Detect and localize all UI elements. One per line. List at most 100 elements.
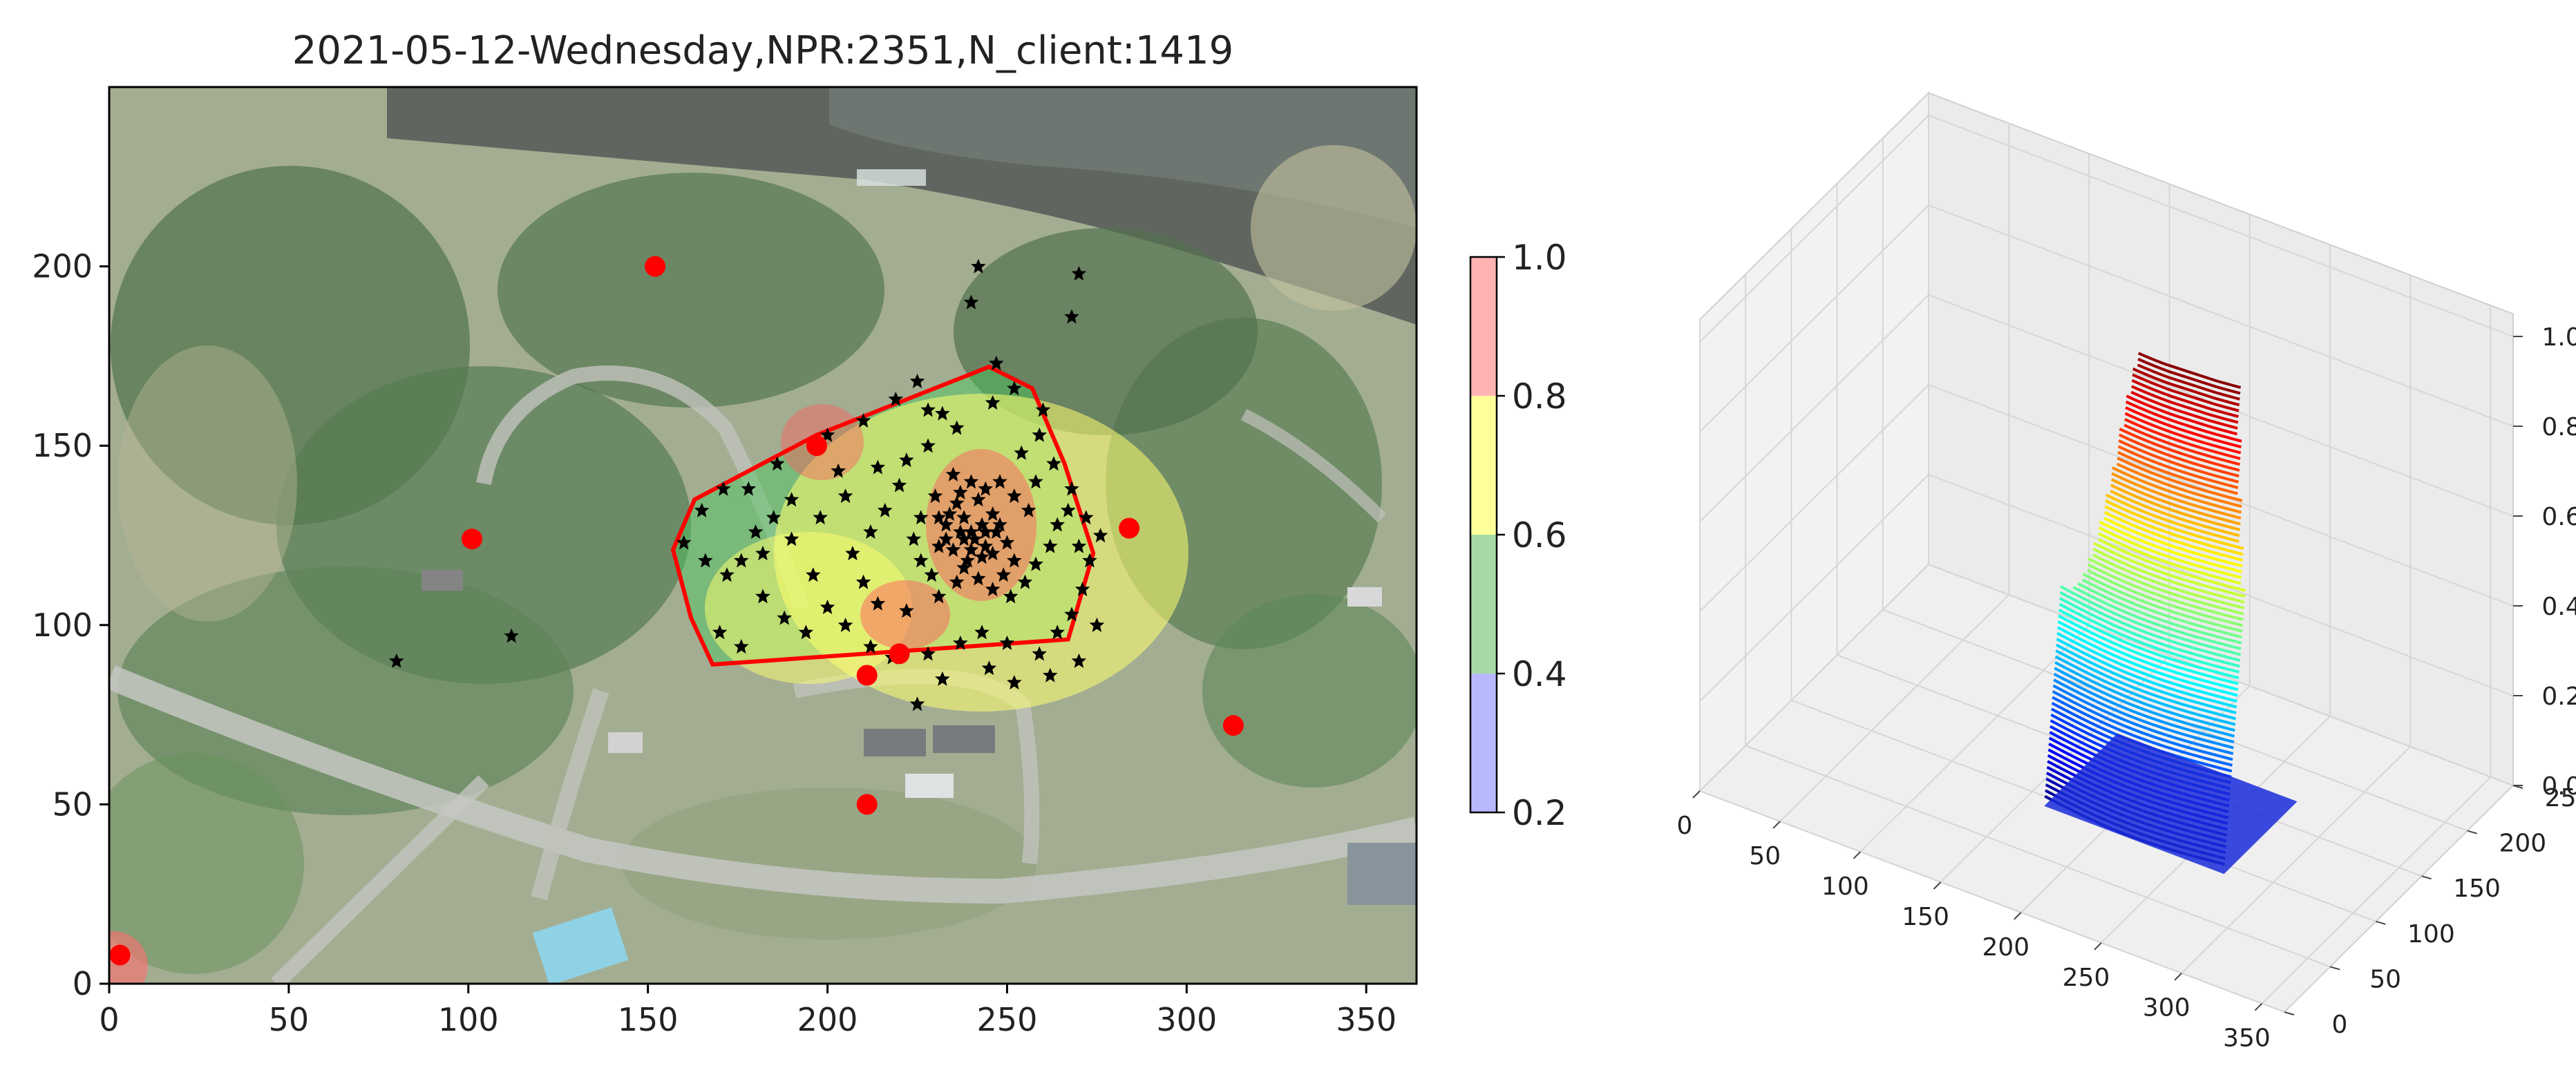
surface-contour [2053,678,2234,750]
surface-contour [2087,563,2244,622]
y-tick-label: 100 [32,607,93,644]
surface-contour [2118,439,2239,484]
x-tick-label: 350 [1336,1001,1396,1038]
surface-contour [2125,394,2238,436]
surface-contour [2057,620,2239,692]
convex-hull [670,364,1096,667]
colorbar-tick-label: 0.2 [1512,793,1567,833]
surface-contour [2054,655,2236,726]
surface-contour [2059,597,2240,668]
red-point [461,528,482,550]
surface-contour [2099,520,2242,573]
x-tick-3d [2094,942,2102,951]
surface-contour [2117,450,2238,495]
z-tick-label-3d: 0.6 [2541,503,2576,531]
red-point [856,794,878,815]
z-tick-label-3d: 1.0 [2541,323,2576,352]
y-tick-3d [2376,920,2386,925]
surface-contour [2054,667,2235,738]
x-tick-3d [1933,881,1942,890]
x-tick-label-3d: 0 [1677,812,1693,840]
colorbar-band [1470,535,1497,674]
z-tick-label-3d: 0.0 [2541,772,2576,801]
surface-contour [2059,591,2241,662]
surface-contour [2052,690,2233,761]
y-tick-3d [2284,1011,2295,1015]
surface-contour [2132,368,2240,407]
red-point [806,435,827,457]
surface-contour [2123,423,2241,466]
surface-contour [2119,428,2240,472]
grid-line [1699,384,1929,612]
colorbar-band [1470,257,1497,396]
x-tick-label-3d: 250 [2063,964,2110,992]
surface-contour [2137,363,2240,401]
x-tick-label-3d: 150 [1902,903,1949,931]
hull-outline [670,364,1096,667]
surface-contour [2110,489,2240,537]
y-tick-label-3d: 250 [2545,784,2576,812]
x-tick-label: 300 [1156,1001,1217,1038]
3d-surface [2044,352,2298,875]
surface-contour [2103,517,2243,568]
x-tick-3d [2174,973,2182,981]
chart-title: 2021-05-12-Wednesday,NPR:2351,N_client:1… [292,28,1234,73]
surface-contour [2124,412,2242,455]
x-tick-label: 150 [618,1001,679,1038]
surface-contour [2056,631,2237,703]
y-tick-3d [2329,966,2340,971]
grid-line [1859,624,2090,852]
red-point [1119,517,1140,539]
colorbar-band [1470,674,1497,812]
surface-contour [2097,537,2246,592]
surface-contour [2058,602,2240,674]
surface-contour [2054,661,2235,732]
red-point [1222,715,1244,736]
grid-line [2261,776,2492,1004]
surface-contour [2111,472,2242,520]
surface-contour [2131,379,2239,418]
red-point [645,256,666,277]
surface-contour [2052,696,2233,767]
x-tick-label-3d: 50 [1749,842,1781,870]
surface-contour [2098,532,2242,585]
surface-contour [2137,357,2241,395]
surface-contour [2117,445,2239,490]
surface-contour [2058,609,2239,680]
surface-contour [2110,478,2241,526]
z-tick-label-3d: 0.2 [2541,683,2576,711]
grid-line [1699,294,1929,522]
x-tick-label: 250 [977,1001,1038,1038]
colorbar: 0.2 0.4 0.6 0.8 1.0 [1469,238,1567,833]
y-tick-label: 50 [52,785,93,823]
y-tick-label-3d: 50 [2369,965,2401,993]
surface-contour [2124,418,2241,460]
colorbar-tick-label: 0.6 [1512,515,1567,555]
y-tick-3d [2467,830,2478,835]
x-tick-3d [2254,1002,2263,1011]
y-tick-label: 200 [32,248,93,285]
grid-line [1928,564,2514,786]
surface-contour [2092,553,2245,610]
surface-contour [2130,390,2238,430]
3d-axis-ticks: 0501001502002503003500501001502002500.00… [1677,323,2576,1053]
x-tick-label: 50 [269,1001,310,1038]
grid-line [1928,115,2514,337]
grid-line [1928,204,2514,427]
grid-line [1699,474,1929,702]
colorbar-tick-label: 1.0 [1512,238,1567,278]
x-tick-3d [1692,790,1701,799]
surface-contour [2092,547,2245,604]
red-point [889,643,910,665]
surface-contour [2081,578,2242,639]
surface-contour [2087,557,2244,616]
surface-contour [2058,614,2239,685]
surface-contour [2056,626,2238,697]
surface-contour [2055,643,2237,714]
y-tick-label: 0 [73,965,93,1002]
surface-contour [2093,542,2246,598]
density-yellow-region [705,532,912,684]
surface-contour [2105,499,2244,551]
surface-base [2044,733,2298,875]
